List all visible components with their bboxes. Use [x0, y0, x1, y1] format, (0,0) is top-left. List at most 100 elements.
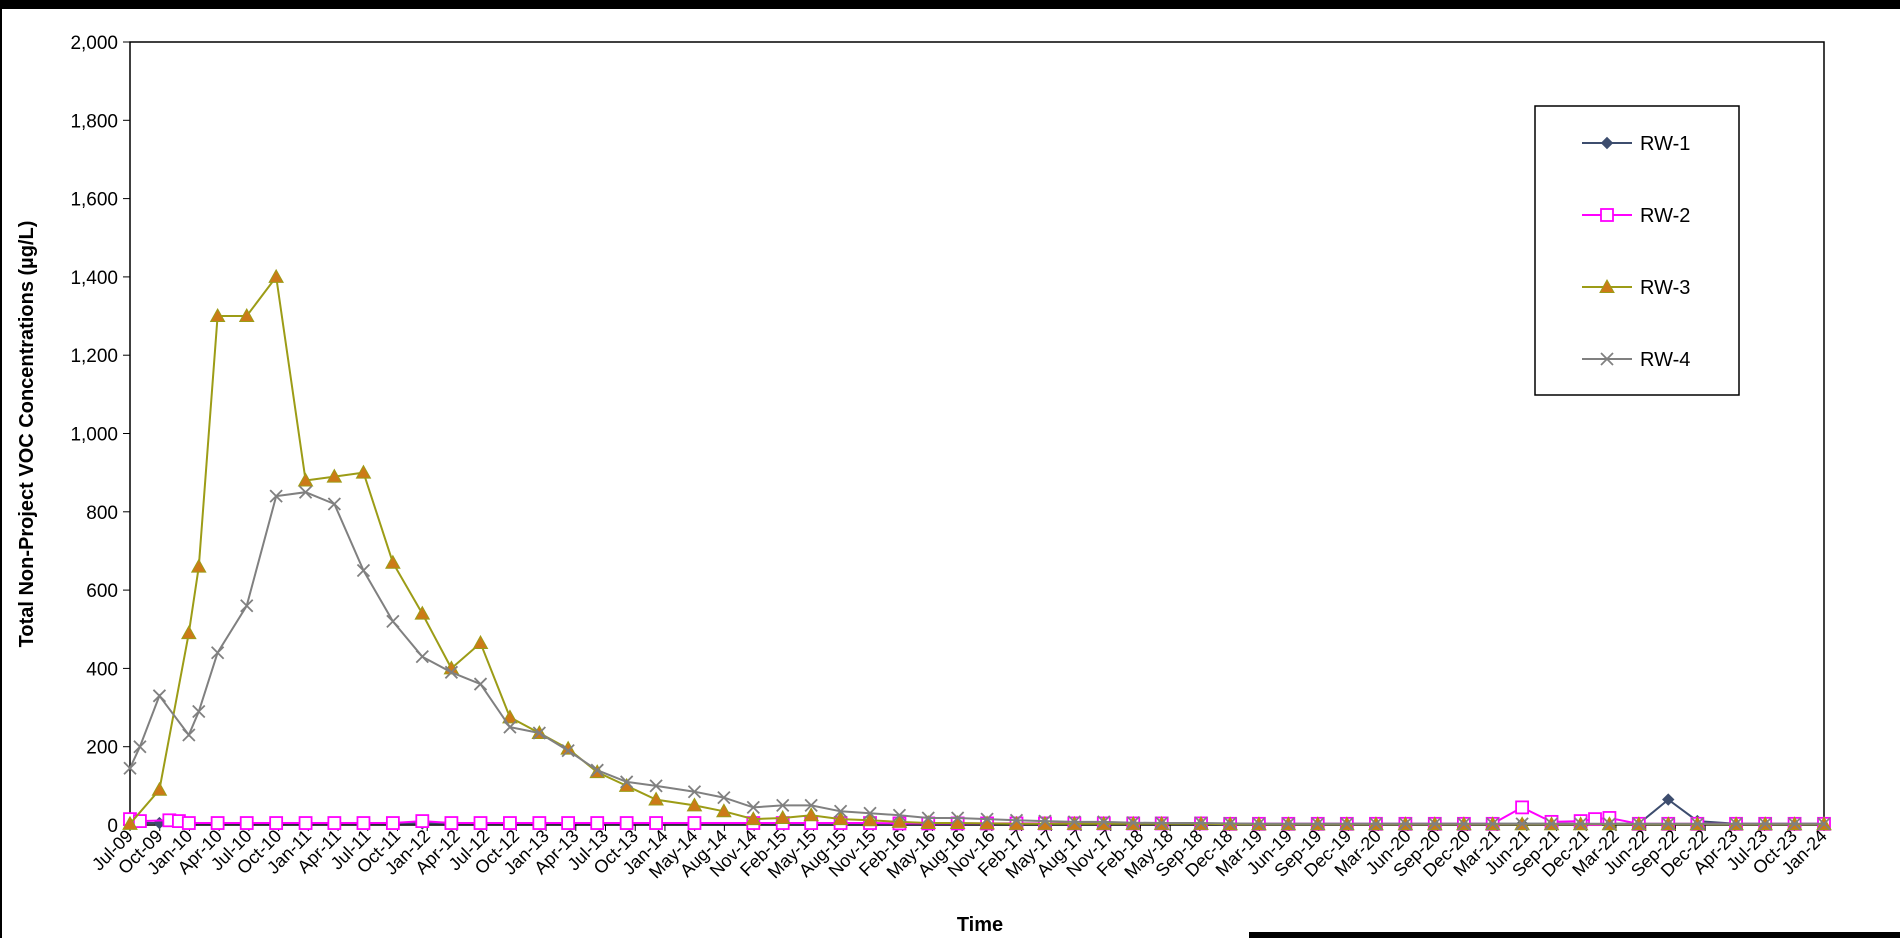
data-point-rw-4 [269, 489, 283, 503]
data-point-rw-4 [123, 761, 137, 775]
data-point-rw-4 [1544, 817, 1559, 831]
data-point-rw-3 [238, 308, 255, 323]
x-marker-stroke [1729, 817, 1743, 831]
x-marker-stroke [833, 804, 848, 818]
data-point-rw-4 [210, 646, 225, 660]
data-point-rw-4 [1398, 817, 1413, 831]
data-point-rw-2 [532, 816, 547, 830]
y-tick-label: 1,400 [70, 268, 118, 289]
data-point-rw-3 [268, 268, 285, 283]
x-marker-stroke [1009, 813, 1024, 827]
data-point-rw-3 [862, 812, 878, 827]
data-point-rw-1 [1662, 793, 1675, 806]
data-point-rw-3 [385, 554, 401, 569]
data-point-rw-4 [1787, 817, 1802, 831]
series-rw-4 [123, 485, 1831, 831]
x-marker-stroke [1457, 817, 1471, 831]
data-point-rw-4 [327, 497, 341, 511]
legend-item-rw-4: RW-4 [1582, 349, 1690, 371]
data-point-rw-3 [803, 807, 820, 822]
x-marker-stroke [327, 497, 341, 511]
data-point-rw-4 [1758, 817, 1772, 831]
data-point-rw-4 [1729, 817, 1743, 831]
legend-marker-rw-4 [1600, 352, 1614, 366]
data-point-rw-4 [298, 485, 313, 499]
x-marker-stroke [1398, 817, 1413, 831]
x-marker-stroke [620, 775, 634, 789]
y-axis: 0 200 400 600 800 1,000 1,200 1,400 1,600 1,800 2,… [70, 33, 130, 837]
data-point-rw-3 [326, 468, 343, 483]
x-marker-stroke [1787, 817, 1802, 831]
x-marker-stroke [1340, 817, 1354, 831]
data-point-rw-4 [804, 798, 818, 813]
data-point-rw-3 [355, 464, 372, 479]
x-marker-stroke [1573, 817, 1588, 831]
data-point-rw-4 [1126, 816, 1140, 830]
x-marker-stroke [192, 704, 206, 719]
legend-marker-rw-2 [1600, 208, 1614, 222]
data-point-rw-4 [1009, 813, 1024, 827]
x-marker-stroke [444, 665, 459, 679]
y-tick-label: 0 [107, 816, 118, 837]
x-marker-stroke [1515, 817, 1529, 831]
data-point-rw-4 [503, 720, 517, 734]
data-point-rw-4 [776, 798, 790, 813]
data-point-rw-4 [1661, 817, 1675, 831]
x-marker-stroke [980, 812, 994, 826]
y-tick-label: 400 [86, 659, 118, 680]
x-marker-stroke [532, 726, 546, 740]
x-marker-stroke [133, 740, 147, 754]
x-marker-stroke [240, 599, 254, 613]
data-point-rw-3 [502, 709, 518, 724]
x-marker-stroke [1281, 817, 1295, 831]
x-marker-stroke [1311, 817, 1325, 831]
data-point-rw-3 [472, 634, 489, 649]
x-marker-stroke [1097, 815, 1111, 829]
x-marker-stroke [356, 563, 371, 578]
x-marker-stroke [561, 743, 575, 758]
x-marker-stroke [1661, 817, 1675, 831]
data-point-rw-2 [590, 816, 605, 830]
x-marker-stroke [1600, 352, 1614, 366]
data-point-rw-4 [240, 599, 254, 613]
x-marker-stroke [649, 779, 663, 793]
x-marker-stroke [863, 806, 877, 820]
x-marker-stroke [1758, 817, 1772, 831]
x-marker-stroke [1369, 817, 1383, 831]
x-marker-stroke [921, 811, 935, 825]
y-tick-label: 800 [86, 503, 118, 524]
bottom-right-border [1249, 932, 1900, 938]
x-marker-stroke [503, 720, 517, 734]
y-tick-label: 600 [86, 581, 118, 602]
data-point-rw-3 [774, 809, 791, 824]
data-point-rw-4 [717, 790, 731, 805]
x-marker-stroke [1223, 816, 1237, 831]
data-point-rw-2 [239, 816, 254, 830]
top-border [0, 0, 1900, 9]
data-point-rw-2 [444, 816, 459, 830]
data-point-rw-3 [180, 625, 197, 640]
x-marker-stroke [746, 800, 760, 815]
data-point-rw-4 [444, 665, 459, 679]
x-marker-stroke [1155, 816, 1169, 830]
legend: RW-1 RW-2 RW-3 RW-4 [1534, 105, 1740, 396]
data-point-rw-4 [356, 563, 371, 578]
x-marker-stroke [687, 785, 702, 799]
data-point-rw-2 [503, 816, 517, 830]
data-point-rw-4 [1817, 817, 1831, 831]
data-point-rw-4 [415, 650, 429, 664]
data-point-rw-3 [297, 472, 314, 487]
x-marker-stroke [717, 790, 731, 805]
data-point-rw-4 [532, 726, 546, 740]
data-point-rw-4 [1573, 817, 1588, 831]
series-line-rw-4 [129, 491, 1824, 825]
data-point-rw-2 [356, 816, 371, 830]
x-marker-stroke [210, 646, 225, 660]
data-point-rw-2 [1515, 800, 1530, 815]
data-point-rw-4 [1252, 817, 1266, 831]
data-point-rw-2 [687, 816, 702, 830]
x-marker-stroke [269, 489, 283, 503]
x-marker-stroke [1194, 816, 1208, 830]
data-point-rw-3 [1037, 815, 1053, 830]
data-point-rw-2 [619, 816, 634, 830]
